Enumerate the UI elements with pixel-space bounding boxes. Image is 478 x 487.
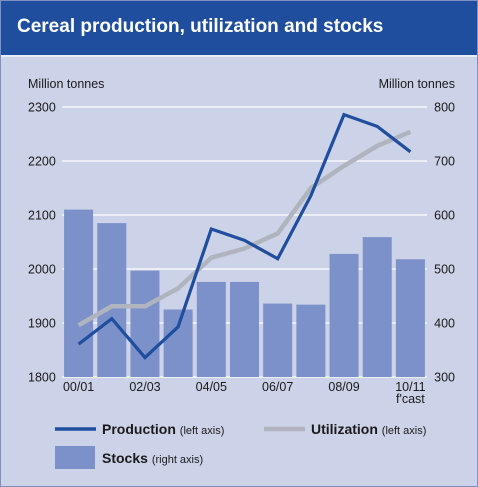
x-tick-label: 06/07: [262, 380, 293, 394]
x-tick-label: 10/11: [395, 380, 425, 394]
left-axis-label: Million tonnes: [28, 77, 104, 91]
stocks-bar: [329, 253, 359, 377]
stocks-bar: [230, 281, 259, 377]
right-tick-label: 500: [434, 263, 455, 277]
left-tick-label: 1900: [28, 317, 56, 331]
right-tick-label: 600: [434, 209, 455, 223]
left-tick-label: 2200: [28, 155, 56, 169]
right-tick-label: 700: [434, 155, 455, 169]
production-line: [77, 112, 412, 360]
forecast-note: f'cast: [396, 392, 425, 406]
chart-title: Cereal production, utilization and stock…: [17, 16, 384, 37]
left-tick-label: 2100: [28, 209, 56, 223]
right-tick-label: 300: [434, 371, 455, 385]
x-tick-label: 04/05: [196, 380, 227, 394]
chart-header: Cereal production, utilization and stock…: [1, 1, 477, 55]
header-divider: [1, 55, 477, 57]
x-tick-label: 00/01: [63, 380, 94, 394]
stocks-bar: [263, 303, 293, 377]
stocks-legend-swatch: [55, 446, 95, 469]
right-tick-label: 400: [434, 317, 455, 331]
x-tick-label: 08/09: [328, 380, 359, 394]
right-tick-label: 800: [434, 101, 455, 115]
stocks-bar: [395, 259, 425, 377]
stocks-bar: [196, 281, 226, 377]
legend-utilization: Utilization (left axis): [311, 421, 426, 437]
stocks-bar: [64, 209, 94, 377]
left-tick-label: 2300: [28, 101, 56, 115]
x-tick-label: 02/03: [129, 380, 160, 394]
stocks-bar: [362, 237, 392, 377]
utilization-line: [77, 129, 412, 328]
left-tick-label: 1800: [28, 371, 56, 385]
left-tick-label: 2000: [28, 263, 56, 277]
stocks-bar: [163, 309, 193, 377]
legend-production: Production (left axis): [102, 421, 224, 437]
stocks-bar: [296, 304, 326, 377]
legend-stocks: Stocks (right axis): [102, 450, 203, 466]
stocks-bar: [130, 270, 160, 377]
right-axis-label: Million tonnes: [379, 77, 455, 91]
stocks-bar: [97, 223, 127, 377]
